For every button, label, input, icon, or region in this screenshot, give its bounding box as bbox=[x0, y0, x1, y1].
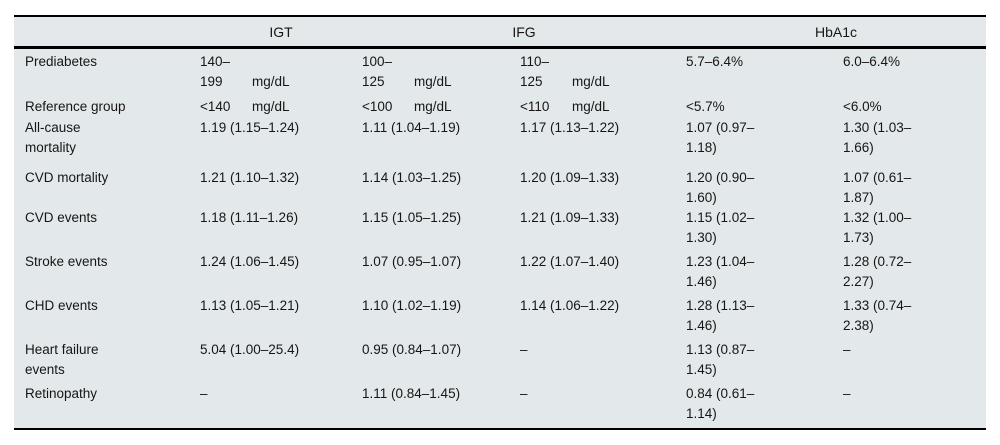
cell-igt: 1.13 (1.05–1.21) bbox=[200, 298, 300, 313]
cell-hba1c-57: 1.20 (0.90– 1.60) bbox=[686, 170, 755, 205]
cell-ifg-100: <100 mg/dL bbox=[362, 99, 452, 114]
column-group-header-ifg: IFG bbox=[512, 23, 536, 40]
cell-ifg-100: 1.11 (0.84–1.45) bbox=[362, 386, 461, 401]
row-label: Prediabetes bbox=[25, 54, 98, 69]
cell-hba1c-57: 0.84 (0.61– 1.14) bbox=[686, 386, 755, 421]
cell-ifg-110: – bbox=[520, 386, 528, 401]
prediabetes-outcomes-table: IGT IFG HbA1c Prediabetes 140– 199 mg/dL… bbox=[14, 15, 986, 430]
cell-hba1c-60: 1.30 (1.03– 1.66) bbox=[843, 120, 912, 155]
cell-hba1c-60: – bbox=[843, 386, 851, 401]
row-label: Retinopathy bbox=[25, 386, 98, 401]
cell-igt: 1.24 (1.06–1.45) bbox=[200, 254, 300, 269]
cell-hba1c-60: 6.0–6.4% bbox=[843, 54, 901, 69]
table-row-heart-failure-events: Heart failure events 5.04 (1.00–25.4) 0.… bbox=[14, 340, 986, 384]
table-row-retinopathy: Retinopathy – 1.11 (0.84–1.45) – 0.84 (0… bbox=[14, 384, 986, 428]
cell-hba1c-57: 5.7–6.4% bbox=[686, 54, 744, 69]
cell-igt: 1.19 (1.15–1.24) bbox=[200, 120, 300, 135]
row-label: Heart failure events bbox=[25, 342, 99, 377]
cell-igt: 5.04 (1.00–25.4) bbox=[200, 342, 300, 357]
cell-hba1c-57: 1.28 (1.13– 1.46) bbox=[686, 298, 755, 333]
cell-ifg-110: 1.21 (1.09–1.33) bbox=[520, 210, 620, 225]
cell-ifg-100: 1.10 (1.02–1.19) bbox=[362, 298, 462, 313]
cell-ifg-100: 100– 125 mg/dL bbox=[362, 54, 452, 89]
row-label: Reference group bbox=[25, 99, 126, 114]
column-group-header-igt: IGT bbox=[269, 23, 293, 40]
row-label: All-cause mortality bbox=[25, 120, 81, 155]
cell-hba1c-60: <6.0% bbox=[843, 99, 882, 114]
cell-ifg-110: 1.14 (1.06–1.22) bbox=[520, 298, 620, 313]
table-body: Prediabetes 140– 199 mg/dL 100– 125 mg/d… bbox=[14, 49, 986, 428]
cell-ifg-110: – bbox=[520, 342, 528, 357]
cell-ifg-110: 110– 125 mg/dL bbox=[520, 54, 610, 89]
cell-ifg-100: 0.95 (0.84–1.07) bbox=[362, 342, 462, 357]
table-row-prediabetes: Prediabetes 140– 199 mg/dL 100– 125 mg/d… bbox=[14, 52, 986, 97]
cell-ifg-110: 1.17 (1.13–1.22) bbox=[520, 120, 620, 135]
cell-hba1c-57: 1.13 (0.87– 1.45) bbox=[686, 342, 755, 377]
table-row-reference-group: Reference group <140 mg/dL <100 mg/dL <1… bbox=[14, 97, 986, 118]
row-label: CVD mortality bbox=[25, 170, 109, 185]
cell-hba1c-57: 1.15 (1.02– 1.30) bbox=[686, 210, 755, 245]
cell-ifg-110: <110 mg/dL bbox=[520, 99, 610, 114]
cell-igt: 1.21 (1.10–1.32) bbox=[200, 170, 300, 185]
table-row-all-cause-mortality: All-cause mortality 1.19 (1.15–1.24) 1.1… bbox=[14, 118, 986, 168]
cell-hba1c-60: – bbox=[843, 342, 851, 357]
cell-hba1c-57: 1.07 (0.97– 1.18) bbox=[686, 120, 755, 155]
column-group-header-hba1c: HbA1c bbox=[814, 23, 858, 40]
table-header-row: IGT IFG HbA1c bbox=[14, 17, 986, 49]
cell-igt: 140– 199 mg/dL bbox=[200, 54, 290, 89]
cell-hba1c-60: 1.07 (0.61– 1.87) bbox=[843, 170, 912, 205]
table-row-stroke-events: Stroke events 1.24 (1.06–1.45) 1.07 (0.9… bbox=[14, 252, 986, 296]
cell-ifg-100: 1.15 (1.05–1.25) bbox=[362, 210, 462, 225]
cell-igt: – bbox=[200, 386, 208, 401]
table-row-cvd-mortality: CVD mortality 1.21 (1.10–1.32) 1.14 (1.0… bbox=[14, 168, 986, 208]
cell-hba1c-60: 1.33 (0.74– 2.38) bbox=[843, 298, 912, 333]
table-row-cvd-events: CVD events 1.18 (1.11–1.26) 1.15 (1.05–1… bbox=[14, 208, 986, 252]
cell-ifg-100: 1.07 (0.95–1.07) bbox=[362, 254, 462, 269]
cell-hba1c-60: 1.32 (1.00– 1.73) bbox=[843, 210, 912, 245]
cell-hba1c-57: 1.23 (1.04– 1.46) bbox=[686, 254, 755, 289]
cell-igt: 1.18 (1.11–1.26) bbox=[200, 210, 299, 225]
row-label: CVD events bbox=[25, 210, 98, 225]
table-row-chd-events: CHD events 1.13 (1.05–1.21) 1.10 (1.02–1… bbox=[14, 296, 986, 340]
cell-hba1c-57: <5.7% bbox=[686, 99, 725, 114]
cell-ifg-110: 1.20 (1.09–1.33) bbox=[520, 170, 620, 185]
row-label: Stroke events bbox=[25, 254, 108, 269]
cell-ifg-100: 1.11 (1.04–1.19) bbox=[362, 120, 461, 135]
cell-ifg-100: 1.14 (1.03–1.25) bbox=[362, 170, 462, 185]
cell-hba1c-60: 1.28 (0.72– 2.27) bbox=[843, 254, 912, 289]
row-label: CHD events bbox=[25, 298, 98, 313]
cell-ifg-110: 1.22 (1.07–1.40) bbox=[520, 254, 620, 269]
cell-igt: <140 mg/dL bbox=[200, 99, 290, 114]
